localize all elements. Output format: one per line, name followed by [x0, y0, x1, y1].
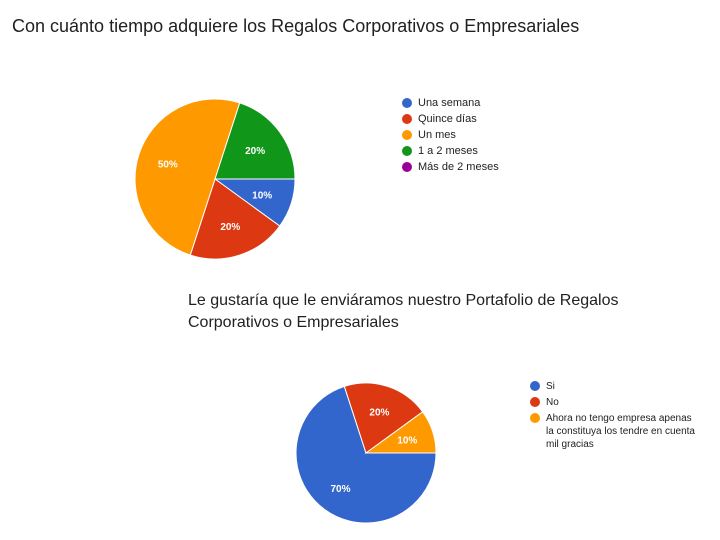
chart-2-legend-label-2: Ahora no tengo empresa apenas la constit…	[546, 413, 695, 450]
chart-2-slice-label-0: 70%	[330, 484, 350, 495]
chart-2-title-line-1: Le gustaría que le enviáramos nuestro Po…	[188, 292, 619, 309]
chart-2-legend-item-0: Si	[530, 380, 700, 393]
chart-1-legend-item-0: Una semana	[402, 97, 499, 109]
chart-1-legend-label-4: Más de 2 meses	[418, 161, 499, 173]
chart-2-title-line-2: Corporativos o Empresariales	[188, 314, 399, 331]
chart-1-slice-label-3: 20%	[245, 146, 265, 157]
legend-swatch-icon	[530, 397, 540, 407]
chart-1-legend-item-3: 1 a 2 meses	[402, 145, 499, 157]
legend-swatch-icon	[402, 114, 412, 124]
chart-2-legend-label-1: No	[546, 397, 559, 408]
legend-swatch-icon	[530, 381, 540, 391]
chart-1-legend-item-4: Más de 2 meses	[402, 161, 499, 173]
chart-2-slice-label-1: 20%	[369, 408, 389, 419]
chart-2-legend-item-2: Ahora no tengo empresa apenas la constit…	[530, 412, 700, 451]
chart-1-legend-label-2: Un mes	[418, 129, 456, 141]
chart-1-legend: Una semana Quince días Un mes 1 a 2 meses Má…	[402, 97, 499, 177]
chart-2-slice-label-2: 10%	[397, 436, 417, 447]
chart-1-slice-label-2: 50%	[158, 160, 178, 171]
chart-1-slice-label-0: 10%	[252, 190, 272, 201]
legend-swatch-icon	[402, 130, 412, 140]
chart-2-slice-0	[295, 385, 437, 524]
chart-2-legend-item-1: No	[530, 396, 700, 409]
chart-2-slice-2	[364, 411, 437, 454]
legend-swatch-icon	[402, 146, 412, 156]
chart-2-slice-1	[343, 382, 424, 454]
legend-swatch-icon	[402, 162, 412, 172]
chart-2-title: Le gustaría que le enviáramos nuestro Po…	[188, 290, 618, 334]
chart-1-slice-3	[214, 102, 296, 180]
chart-1-legend-label-1: Quince días	[418, 113, 477, 125]
chart-1-pie: 10% 20% 50% 20%	[134, 98, 296, 260]
chart-1-legend-label-0: Una semana	[418, 97, 481, 109]
chart-2-pie: 70% 20% 10%	[295, 382, 437, 524]
chart-1-slice-label-1: 20%	[220, 222, 240, 233]
chart-1-legend-label-3: 1 a 2 meses	[418, 145, 478, 157]
chart-2-legend: Si No Ahora no tengo empresa apenas la con…	[530, 380, 700, 454]
chart-1-slice-1	[189, 178, 281, 260]
chart-1-title: Con cuánto tiempo adquiere los Regalos C…	[12, 16, 580, 36]
chart-1-slice-2	[134, 98, 241, 256]
chart-1-legend-item-1: Quince días	[402, 113, 499, 125]
legend-swatch-icon	[530, 413, 540, 423]
chart-2-legend-label-0: Si	[546, 381, 555, 392]
legend-swatch-icon	[402, 98, 412, 108]
chart-1-legend-item-2: Un mes	[402, 129, 499, 141]
